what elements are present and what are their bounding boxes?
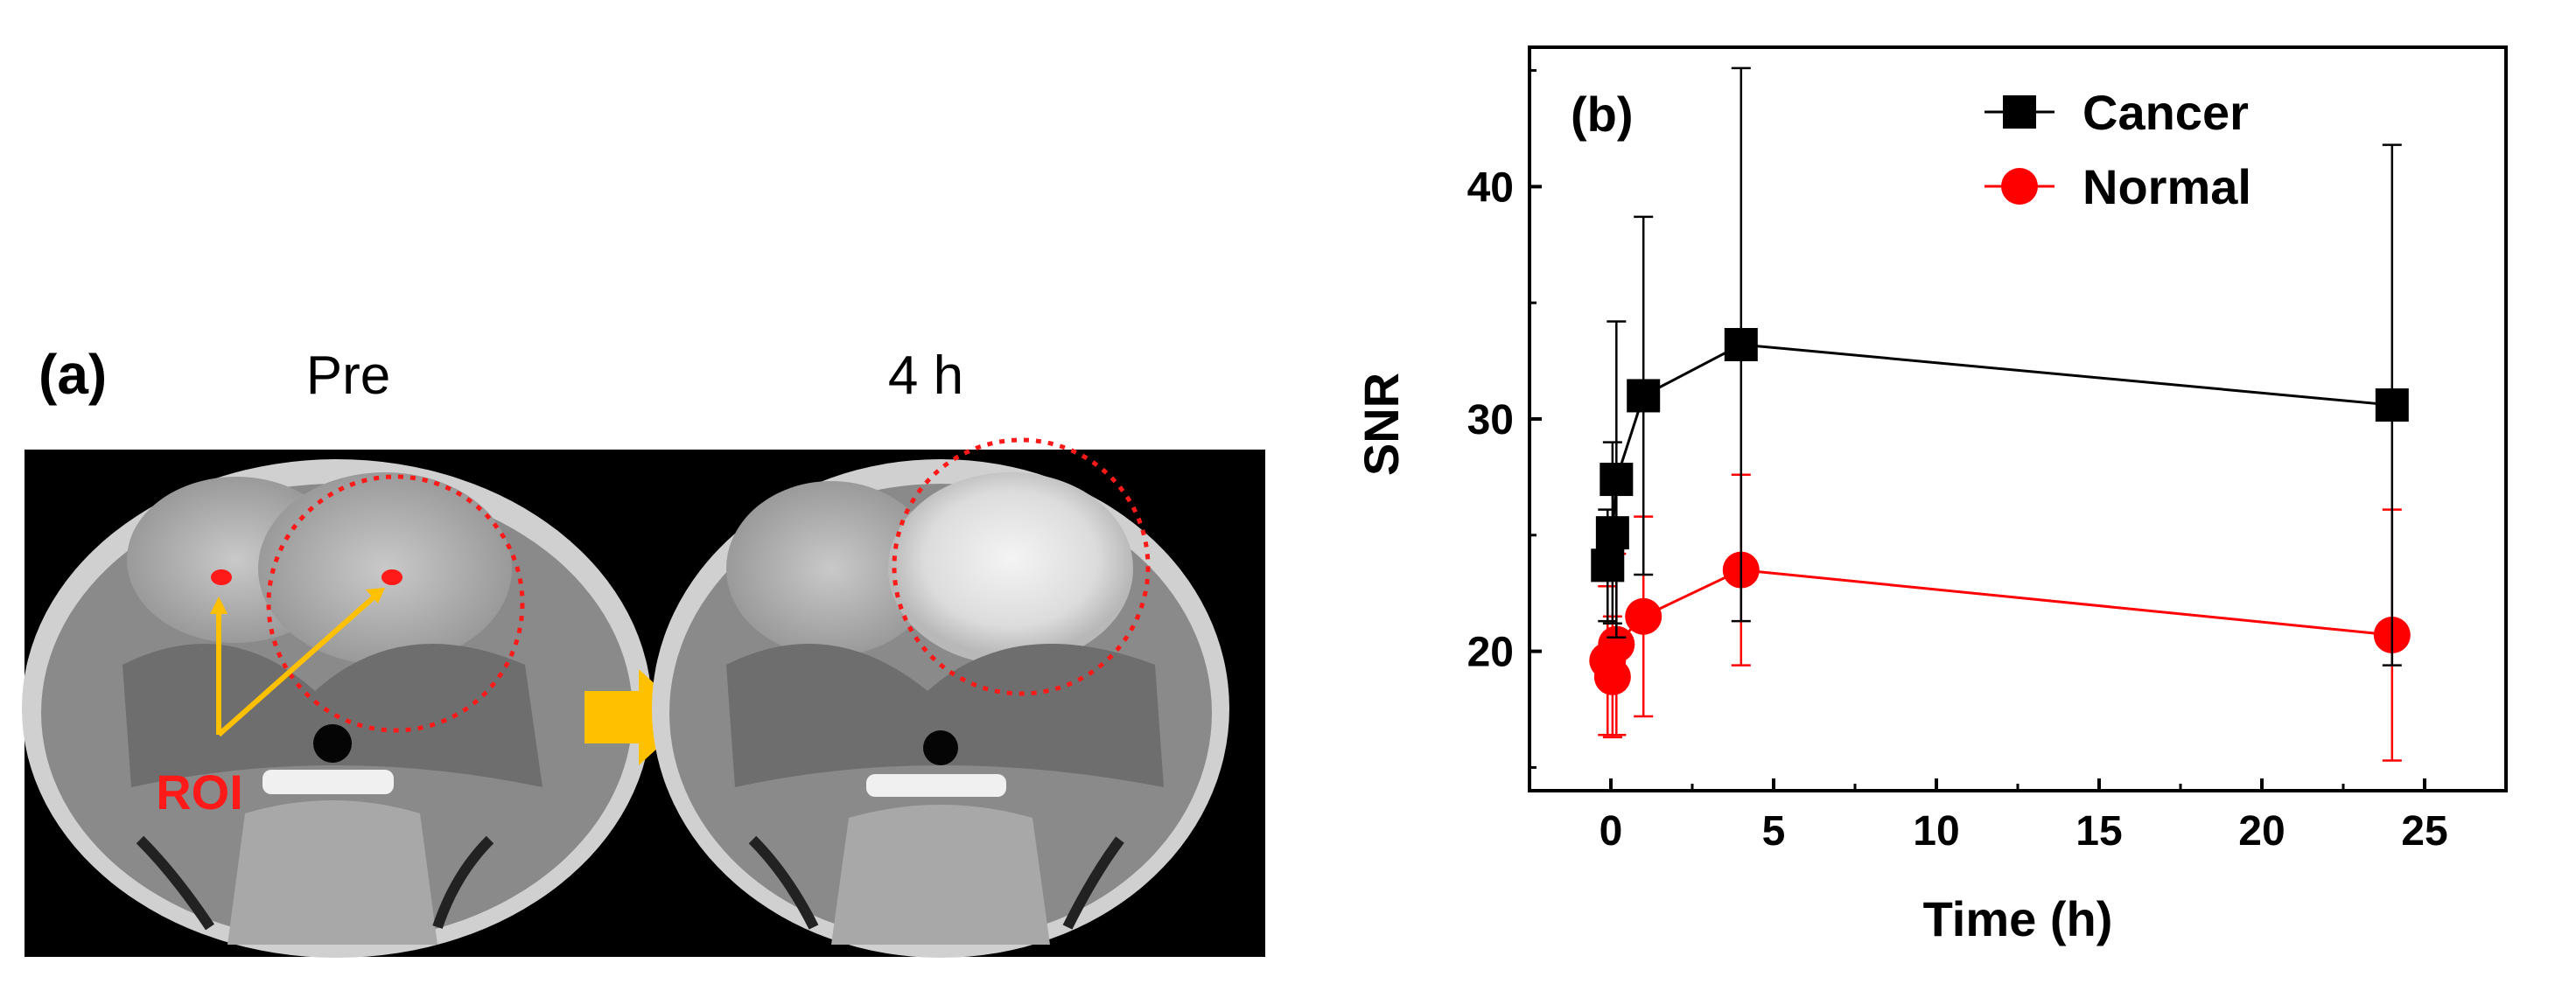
roi-circle-pre (266, 474, 525, 733)
y-tick-label: 30 (1467, 397, 1514, 443)
x-tick-label: 25 (2401, 808, 2447, 855)
roi-dot-right (382, 569, 402, 585)
legend-label-cancer: Cancer (2082, 85, 2249, 140)
roi-circle-4h (892, 437, 1151, 696)
data-point-cancer (1627, 379, 1661, 413)
y-axis-ticks: 20 30 40 (1467, 69, 1542, 769)
data-point-normal (1598, 625, 1635, 663)
roi-dot-left (211, 569, 232, 585)
pre-image-label: Pre (306, 345, 390, 406)
x-axis-ticks: 0 5 10 15 20 25 (1600, 778, 2448, 855)
mri-4h-scan (652, 437, 1229, 958)
x-tick-label: 5 (1762, 808, 1786, 855)
legend-item-normal: Normal (1984, 159, 2251, 214)
panel-a-label: (a) (38, 343, 107, 406)
x-axis-title: Time (h) (1923, 891, 2113, 946)
data-point-normal (1625, 597, 1662, 635)
mri-pre-scan: ROI (22, 459, 652, 958)
panel-b-label: (b) (1571, 87, 1634, 142)
series-layer (1589, 66, 2411, 762)
panel-a: (a) Pre 4 h ROI (22, 343, 1265, 958)
legend-label-normal: Normal (2082, 159, 2251, 214)
y-axis-title: SNR (1354, 373, 1409, 476)
post-image-label: 4 h (888, 345, 963, 406)
series-line-normal (1606, 569, 2392, 678)
x-tick-label: 15 (2076, 808, 2122, 855)
legend-item-cancer: Cancer (1984, 85, 2249, 140)
data-point-cancer (2375, 388, 2409, 422)
series-cancer (1591, 66, 2409, 666)
y-tick-label: 40 (1467, 164, 1514, 211)
panel-b-chart: 0 5 10 15 20 25 20 30 40 (b) Time (h) SNR Cance… (1354, 45, 2508, 946)
y-tick-label: 20 (1467, 630, 1514, 676)
data-point-cancer (1591, 548, 1625, 583)
data-point-normal (1593, 658, 1631, 695)
series-normal (1589, 473, 2411, 762)
x-tick-label: 20 (2238, 808, 2285, 855)
plot-frame (1528, 45, 2508, 792)
x-tick-label: 10 (1913, 808, 1959, 855)
series-line-cancer (1606, 343, 2392, 566)
x-tick-label: 0 (1600, 808, 1623, 855)
legend: Cancer Normal (1984, 85, 2251, 214)
data-point-cancer (1600, 463, 1634, 497)
data-point-cancer (1595, 516, 1629, 550)
roi-arrows (210, 588, 385, 737)
data-point-cancer (1724, 328, 1758, 361)
roi-label: ROI (156, 764, 243, 820)
